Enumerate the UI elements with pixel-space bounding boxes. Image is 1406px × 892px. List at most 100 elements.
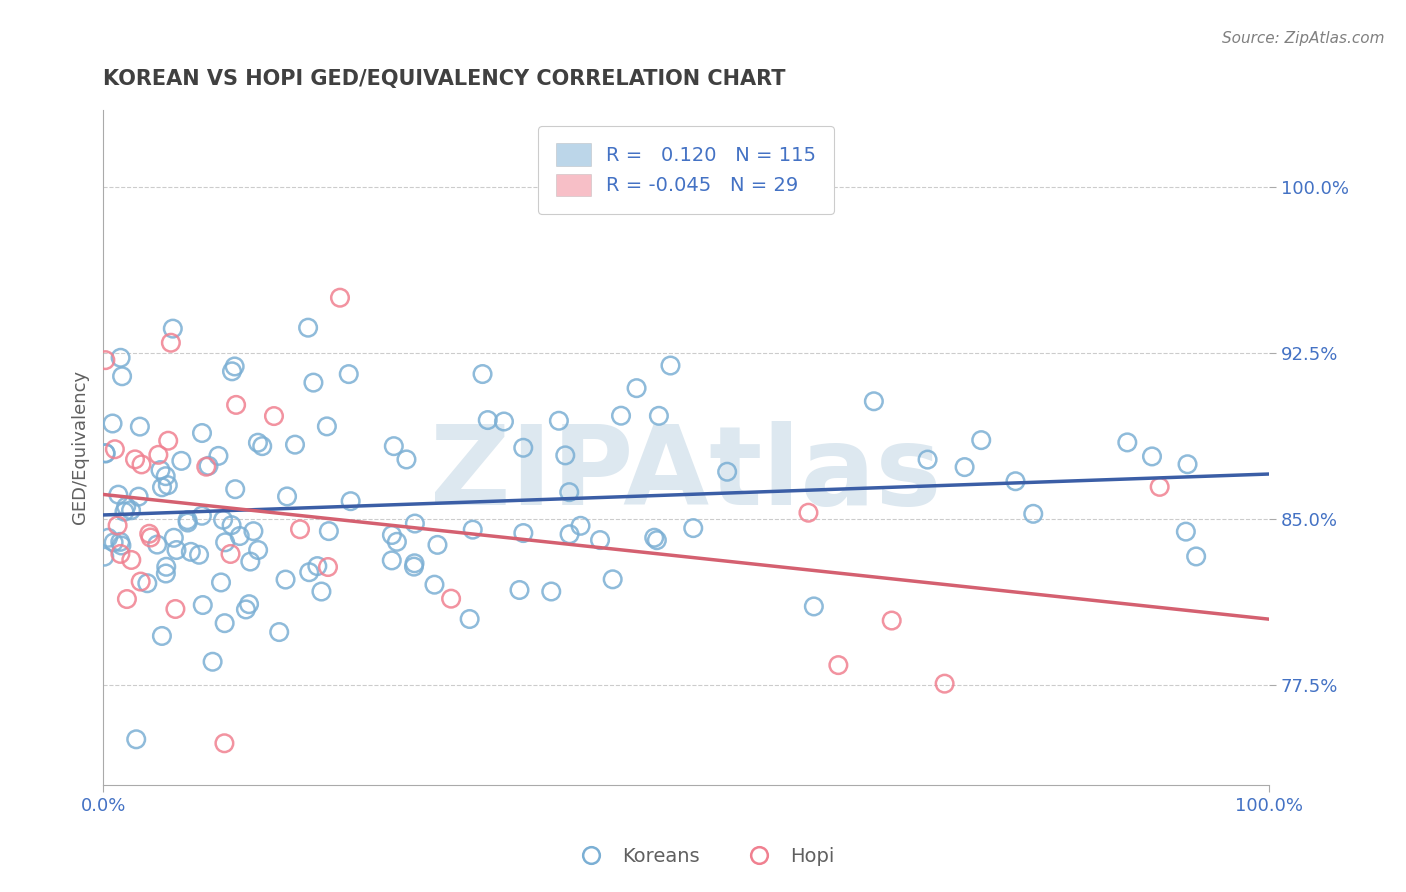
Point xyxy=(166,543,188,558)
Point xyxy=(426,538,449,552)
Point xyxy=(917,452,939,467)
Point xyxy=(110,351,132,365)
Point xyxy=(247,543,270,558)
Point xyxy=(302,376,325,390)
Point xyxy=(395,452,418,467)
Point xyxy=(128,419,150,434)
Point xyxy=(212,513,235,527)
Point xyxy=(298,565,321,579)
Point xyxy=(242,524,264,538)
Point xyxy=(548,414,571,428)
Point xyxy=(339,494,361,508)
Point xyxy=(160,335,183,350)
Point xyxy=(155,469,177,483)
Point xyxy=(93,549,115,564)
Point xyxy=(155,566,177,581)
Point xyxy=(589,533,612,547)
Point xyxy=(643,531,665,545)
Point xyxy=(1185,549,1208,564)
Point xyxy=(225,398,247,412)
Point xyxy=(682,521,704,535)
Point xyxy=(156,478,179,492)
Point xyxy=(101,417,124,431)
Point xyxy=(440,591,463,606)
Point xyxy=(124,452,146,467)
Point xyxy=(315,419,337,434)
Point xyxy=(337,367,360,381)
Point xyxy=(224,359,246,374)
Point xyxy=(209,575,232,590)
Point xyxy=(111,369,134,384)
Text: ZIPAtlas: ZIPAtlas xyxy=(430,421,942,528)
Point xyxy=(125,732,148,747)
Point xyxy=(458,612,481,626)
Point xyxy=(224,482,246,496)
Point xyxy=(188,548,211,562)
Point xyxy=(558,527,581,541)
Text: Source: ZipAtlas.com: Source: ZipAtlas.com xyxy=(1222,31,1385,46)
Point xyxy=(1116,435,1139,450)
Point xyxy=(94,446,117,460)
Point xyxy=(970,433,993,447)
Point xyxy=(250,439,273,453)
Point xyxy=(94,353,117,368)
Point xyxy=(404,556,426,570)
Point xyxy=(385,534,408,549)
Point xyxy=(94,446,117,460)
Point xyxy=(107,518,129,533)
Point xyxy=(148,448,170,462)
Point xyxy=(953,460,976,475)
Point xyxy=(404,516,426,531)
Point xyxy=(162,321,184,335)
Text: KOREAN VS HOPI GED/EQUIVALENCY CORRELATION CHART: KOREAN VS HOPI GED/EQUIVALENCY CORRELATI… xyxy=(103,69,786,88)
Point xyxy=(863,394,886,409)
Point xyxy=(114,505,136,519)
Point xyxy=(110,534,132,549)
Point xyxy=(150,629,173,643)
Point xyxy=(177,516,200,530)
Point xyxy=(381,528,404,542)
Point xyxy=(1149,480,1171,494)
Point xyxy=(318,524,340,538)
Point xyxy=(492,415,515,429)
Point xyxy=(934,676,956,690)
Point xyxy=(239,555,262,569)
Point xyxy=(139,531,162,545)
Point xyxy=(461,523,484,537)
Point xyxy=(120,503,142,517)
Point xyxy=(803,599,825,614)
Point xyxy=(197,458,219,473)
Point xyxy=(827,658,849,673)
Point xyxy=(423,577,446,591)
Point xyxy=(131,458,153,472)
Point xyxy=(512,526,534,541)
Point xyxy=(214,736,236,750)
Legend: R =   0.120   N = 115, R = -0.045   N = 29: R = 0.120 N = 115, R = -0.045 N = 29 xyxy=(538,126,834,214)
Point xyxy=(214,616,236,631)
Point xyxy=(381,553,404,567)
Point xyxy=(558,485,581,500)
Point xyxy=(136,576,159,591)
Point xyxy=(1022,507,1045,521)
Point xyxy=(155,559,177,574)
Point xyxy=(219,547,242,561)
Point xyxy=(104,442,127,457)
Point xyxy=(311,584,333,599)
Point xyxy=(191,425,214,440)
Point xyxy=(288,522,311,536)
Point xyxy=(263,409,285,423)
Point xyxy=(626,381,648,395)
Point xyxy=(508,582,530,597)
Point xyxy=(229,529,252,543)
Point xyxy=(180,545,202,559)
Point xyxy=(307,559,329,574)
Point xyxy=(797,506,820,520)
Point xyxy=(512,441,534,455)
Point xyxy=(569,518,592,533)
Point xyxy=(402,559,425,574)
Point xyxy=(221,364,243,378)
Legend: Koreans, Hopi: Koreans, Hopi xyxy=(564,838,842,873)
Point xyxy=(648,409,671,423)
Point xyxy=(1140,450,1163,464)
Point xyxy=(103,535,125,549)
